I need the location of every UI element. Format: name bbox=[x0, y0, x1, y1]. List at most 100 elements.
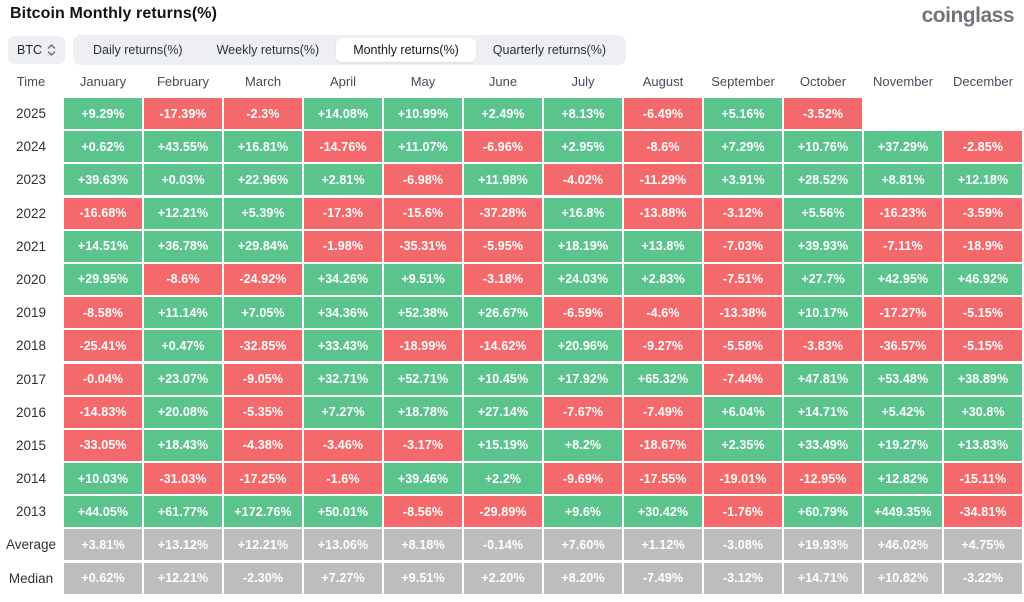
return-cell: +10.76% bbox=[784, 131, 862, 163]
return-cell: +8.18% bbox=[384, 529, 462, 561]
row-label: Average bbox=[5, 537, 57, 553]
return-cell: -19.01% bbox=[704, 463, 782, 495]
tab-monthly-returns[interactable]: Monthly returns(%) bbox=[336, 37, 476, 62]
return-cell: -7.49% bbox=[624, 562, 702, 594]
row-label: 2013 bbox=[15, 504, 47, 520]
page-title: Bitcoin Monthly returns(%) bbox=[10, 5, 218, 22]
return-cell: +5.42% bbox=[864, 396, 942, 428]
return-cell: +29.84% bbox=[224, 230, 302, 262]
symbol-select[interactable]: BTC bbox=[8, 35, 65, 64]
row-label: Median bbox=[8, 570, 54, 586]
return-cell: -1.98% bbox=[304, 230, 382, 262]
return-cell: +8.20% bbox=[544, 562, 622, 594]
return-cell: +5.39% bbox=[224, 197, 302, 229]
row-label: 2018 bbox=[15, 338, 47, 354]
column-header: September bbox=[711, 73, 775, 89]
return-cell: +2.2% bbox=[464, 463, 542, 495]
return-cell: +39.93% bbox=[784, 230, 862, 262]
return-cell: +20.96% bbox=[544, 330, 622, 362]
return-cell: +10.17% bbox=[784, 297, 862, 329]
column-header: February bbox=[156, 73, 210, 89]
return-cell: +39.46% bbox=[384, 463, 462, 495]
return-cell: -4.02% bbox=[544, 164, 622, 196]
return-cell: +23.07% bbox=[144, 363, 222, 395]
return-cell: -2.3% bbox=[224, 98, 302, 129]
return-cell: +47.81% bbox=[784, 363, 862, 395]
column-header: December bbox=[953, 73, 1013, 89]
coinglass-logo[interactable]: coinglass bbox=[921, 4, 1015, 27]
return-cell: +0.62% bbox=[64, 131, 142, 163]
return-cell: -5.15% bbox=[944, 330, 1022, 362]
return-cell: -17.55% bbox=[624, 463, 702, 495]
return-cell: +29.95% bbox=[64, 263, 142, 295]
column-header: August bbox=[642, 73, 684, 89]
return-cell: -13.38% bbox=[704, 297, 782, 329]
return-cell: +12.21% bbox=[224, 529, 302, 561]
return-cell: +3.81% bbox=[64, 529, 142, 561]
return-cell bbox=[944, 98, 1022, 129]
return-cell: +5.16% bbox=[704, 98, 782, 129]
return-cell: -1.6% bbox=[304, 463, 382, 495]
return-cell: -17.25% bbox=[224, 463, 302, 495]
return-cell: -3.52% bbox=[784, 98, 862, 129]
tab-quarterly-returns[interactable]: Quarterly returns(%) bbox=[492, 42, 607, 57]
return-cell: +3.91% bbox=[704, 164, 782, 196]
table-row: Average +3.81% +13.12% +12.21% +13.06% +8.18%… bbox=[0, 529, 1022, 561]
return-cell: +50.01% bbox=[304, 496, 382, 528]
row-label: 2016 bbox=[15, 404, 47, 420]
return-cell: -8.56% bbox=[384, 496, 462, 528]
return-cell: -31.03% bbox=[144, 463, 222, 495]
table-row: 2022 -16.68% +12.21% +5.39% -17.3% -15.6% -37.… bbox=[0, 197, 1022, 229]
return-cell: +172.76% bbox=[224, 496, 302, 528]
table-row: 2017 -0.04% +23.07% -9.05% +32.71% +52.71% +10… bbox=[0, 363, 1022, 395]
return-cell: +32.71% bbox=[304, 363, 382, 395]
return-cell: +14.71% bbox=[784, 396, 862, 428]
table-row: 2016 -14.83% +20.08% -5.35% +7.27% +18.78% +27… bbox=[0, 396, 1022, 428]
return-cell: +20.08% bbox=[144, 396, 222, 428]
return-cell: -3.46% bbox=[304, 429, 382, 461]
return-cell: +16.8% bbox=[544, 197, 622, 229]
return-cell: +2.20% bbox=[464, 562, 542, 594]
column-header: June bbox=[488, 73, 518, 89]
time-column-header: Time bbox=[16, 73, 46, 89]
return-cell: -6.98% bbox=[384, 164, 462, 196]
row-label: 2025 bbox=[15, 106, 47, 121]
return-cell: +4.75% bbox=[944, 529, 1022, 561]
row-label: 2015 bbox=[15, 437, 47, 453]
return-cell: +14.71% bbox=[784, 562, 862, 594]
return-cell: +11.98% bbox=[464, 164, 542, 196]
return-cell: +26.67% bbox=[464, 297, 542, 329]
table-row: 2025 +9.29% -17.39% -2.3% +14.08% +10.99% +2.4… bbox=[0, 98, 1022, 129]
return-cell: +27.7% bbox=[784, 263, 862, 295]
return-cell: -8.6% bbox=[624, 131, 702, 163]
return-cell: +19.27% bbox=[864, 429, 942, 461]
return-cell: -6.49% bbox=[624, 98, 702, 129]
return-cell: -5.35% bbox=[224, 396, 302, 428]
return-cell: +7.29% bbox=[704, 131, 782, 163]
tab-weekly-returns[interactable]: Weekly returns(%) bbox=[216, 42, 320, 57]
column-header: April bbox=[329, 73, 356, 89]
return-cell: +7.27% bbox=[304, 562, 382, 594]
return-cell: +18.43% bbox=[144, 429, 222, 461]
return-cell: +27.14% bbox=[464, 396, 542, 428]
return-cell: +11.07% bbox=[384, 131, 462, 163]
return-cell: -14.62% bbox=[464, 330, 542, 362]
table-row: 2024 +0.62% +43.55% +16.81% -14.76% +11.07% -6… bbox=[0, 131, 1022, 163]
symbol-select-value: BTC bbox=[17, 42, 42, 57]
return-cell: +33.43% bbox=[304, 330, 382, 362]
return-cell: -0.04% bbox=[64, 363, 142, 395]
tab-daily-returns[interactable]: Daily returns(%) bbox=[93, 42, 183, 57]
table-row: 2015 -33.05% +18.43% -4.38% -3.46% -3.17% +15.… bbox=[0, 429, 1022, 461]
return-cell: -3.08% bbox=[704, 529, 782, 561]
column-header: May bbox=[410, 73, 436, 89]
return-cell: +19.93% bbox=[784, 529, 862, 561]
return-cell: -15.6% bbox=[384, 197, 462, 229]
return-cell: -16.23% bbox=[864, 197, 942, 229]
table-row: 2014 +10.03% -31.03% -17.25% -1.6% +39.46% +2.… bbox=[0, 463, 1022, 495]
return-cell: -7.11% bbox=[864, 230, 942, 262]
column-header: January bbox=[79, 73, 127, 89]
return-cell: +13.06% bbox=[304, 529, 382, 561]
controls-bar: BTC Daily returns(%) Weekly returns(%) M… bbox=[0, 30, 1024, 65]
return-cell: -0.14% bbox=[464, 529, 542, 561]
return-cell: -3.17% bbox=[384, 429, 462, 461]
